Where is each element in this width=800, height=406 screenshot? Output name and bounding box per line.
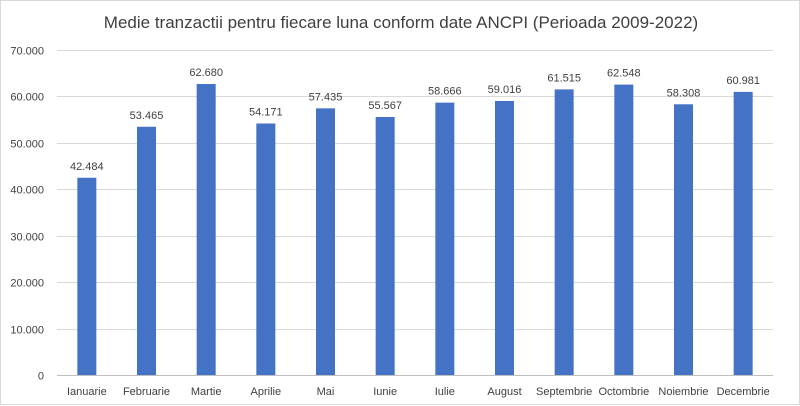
x-tick-label: Ianuarie — [67, 386, 107, 398]
data-label: 55.567 — [368, 100, 402, 112]
y-tick-label: 40.000 — [10, 185, 44, 197]
data-label: 53.465 — [130, 110, 164, 122]
data-label: 58.666 — [428, 86, 462, 98]
bar-august — [495, 100, 514, 376]
x-tick-label: Septembrie — [536, 386, 592, 398]
x-tick-label: Iulie — [435, 386, 455, 398]
bar-mai — [316, 108, 335, 376]
bar-martie — [196, 83, 216, 375]
bar-aprilie — [256, 123, 276, 375]
bar-noiembrie — [674, 104, 693, 375]
data-label: 61.515 — [547, 72, 581, 84]
x-tick-label: Mai — [317, 386, 335, 398]
gridlines — [57, 50, 773, 330]
bars — [77, 83, 753, 376]
y-tick-label: 70.000 — [10, 46, 44, 58]
y-axis-tick-labels: 0 10.000 20.000 30.000 40.000 50.000 60.000 70.… — [10, 46, 44, 383]
data-labels: 42.484 53.465 62.680 54.171 57.435 55.567 58.6… — [70, 67, 760, 173]
y-tick-label: 10.000 — [10, 325, 44, 337]
x-tick-label: Octombrie — [598, 386, 649, 398]
x-tick-label: August — [487, 386, 521, 398]
x-tick-label: Martie — [191, 386, 222, 398]
x-axis-tick-labels: Ianuarie Februarie Martie Aprilie Mai Iunie Iu… — [67, 386, 770, 398]
data-label: 62.548 — [607, 68, 641, 80]
x-tick-label: Februarie — [123, 386, 170, 398]
bar-iunie — [375, 117, 395, 375]
bar-septembrie — [554, 89, 574, 375]
chart-title: Medie tranzactii pentru fiecare luna con… — [104, 13, 698, 32]
data-label: 62.680 — [189, 67, 223, 79]
data-label: 60.981 — [726, 75, 760, 87]
x-tick-label: Decembrie — [717, 386, 770, 398]
data-label: 59.016 — [488, 84, 522, 96]
data-label: 42.484 — [70, 161, 104, 173]
bar-ianuarie — [77, 177, 97, 375]
bar-iulie — [435, 102, 455, 376]
y-tick-label: 0 — [38, 371, 44, 383]
y-tick-label: 60.000 — [10, 92, 44, 104]
data-label: 54.171 — [249, 106, 283, 118]
y-tick-label: 20.000 — [10, 278, 44, 290]
y-tick-label: 30.000 — [10, 232, 44, 244]
x-tick-label: Noiembrie — [658, 386, 708, 398]
bar-octombrie — [614, 84, 634, 375]
data-label: 58.308 — [667, 87, 701, 99]
bar-februarie — [137, 126, 156, 375]
y-tick-label: 50.000 — [10, 139, 44, 151]
x-tick-label: Iunie — [373, 386, 397, 398]
bar-decembrie — [733, 91, 753, 375]
x-tick-label: Aprilie — [251, 386, 282, 398]
data-label: 57.435 — [309, 91, 343, 103]
